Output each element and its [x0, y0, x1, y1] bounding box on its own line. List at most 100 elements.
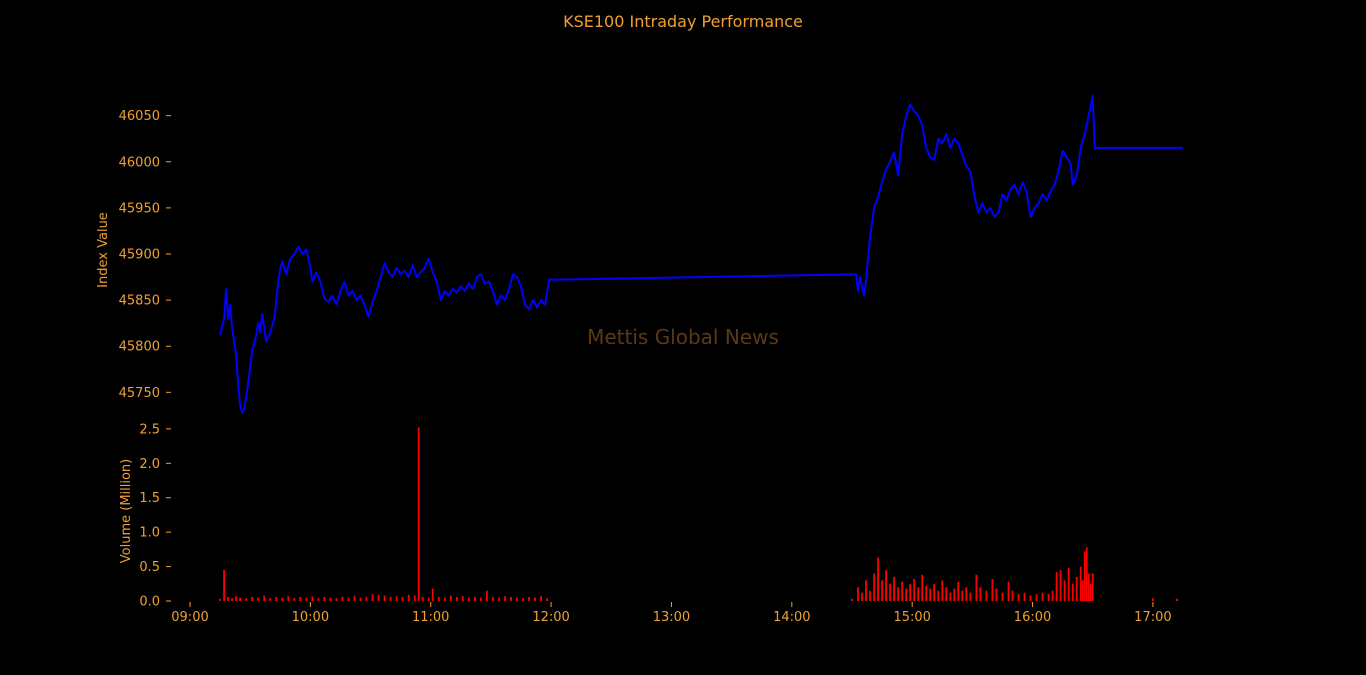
- volume-bar: [937, 590, 940, 601]
- volume-bar: [263, 595, 266, 601]
- volume-bar: [401, 596, 404, 601]
- volume-bar: [427, 597, 430, 601]
- volume-bar: [979, 587, 982, 601]
- index-y-tick-label: 45800: [119, 340, 160, 355]
- volume-bar: [877, 557, 879, 601]
- index-y-tick-label: 45900: [119, 248, 160, 263]
- volume-bar: [869, 590, 871, 601]
- x-tick-label: 12:00: [532, 610, 569, 625]
- index-y-tick-label: 45750: [119, 386, 160, 401]
- x-tick-label: 16:00: [1014, 610, 1051, 625]
- volume-bar: [231, 598, 233, 601]
- volume-bar: [522, 598, 524, 601]
- volume-bar: [492, 596, 494, 601]
- volume-bar: [885, 570, 887, 601]
- watermark: Mettis Global News: [587, 325, 779, 349]
- volume-y-tick-label: 0.5: [139, 560, 160, 575]
- volume-bar: [1059, 570, 1062, 601]
- volume-bars: [219, 427, 1178, 601]
- volume-bar: [227, 596, 229, 601]
- volume-bar: [245, 598, 248, 601]
- x-tick-label: 14:00: [773, 610, 810, 625]
- volume-bar: [389, 596, 392, 601]
- volume-bar: [417, 427, 420, 601]
- volume-panel: 0.0 0.5 1.0 1.5 2.0 2.5 Volume (Million): [119, 422, 1178, 610]
- volume-bar: [239, 597, 242, 601]
- volume-bar: [897, 587, 899, 601]
- volume-bar: [359, 597, 362, 601]
- volume-bar: [311, 596, 314, 601]
- volume-bar: [953, 588, 956, 601]
- volume-bar: [413, 595, 416, 601]
- volume-bar: [857, 587, 859, 601]
- x-tick-label: 10:00: [292, 610, 329, 625]
- volume-bar: [913, 579, 916, 601]
- volume-bar: [449, 595, 452, 601]
- volume-bar: [1017, 594, 1020, 601]
- volume-bar: [1075, 576, 1078, 601]
- volume-bar: [257, 597, 260, 601]
- x-tick-label: 15:00: [893, 610, 930, 625]
- volume-bar: [893, 576, 895, 601]
- volume-bar: [1152, 598, 1154, 601]
- volume-bar: [329, 597, 332, 601]
- index-panel: 45750 45800 45850 45900 45950 46000 46050 Inde…: [96, 94, 1183, 414]
- volume-bar: [1083, 551, 1086, 601]
- volume-bar: [909, 583, 912, 601]
- volume-bar: [905, 588, 908, 601]
- x-tick-label: 09:00: [171, 610, 208, 625]
- volume-bar: [540, 596, 542, 601]
- volume-y-tick-label: 1.0: [139, 526, 160, 541]
- volume-bar: [933, 583, 936, 601]
- volume-bar: [235, 596, 237, 601]
- volume-bar: [1063, 580, 1066, 601]
- volume-y-tick-label: 2.0: [139, 457, 160, 472]
- volume-bar: [395, 596, 398, 601]
- volume-bar: [1071, 583, 1074, 601]
- index-line: [219, 94, 1183, 414]
- volume-bar: [949, 592, 952, 601]
- volume-bar: [461, 596, 464, 601]
- volume-bar: [1035, 594, 1038, 601]
- volume-bar: [985, 590, 988, 601]
- volume-y-tick-label: 1.5: [139, 491, 160, 506]
- volume-bar: [881, 580, 883, 601]
- volume-bar: [516, 597, 518, 601]
- volume-bar: [1081, 580, 1084, 601]
- volume-bar: [269, 598, 272, 601]
- volume-bar: [1055, 572, 1058, 601]
- index-y-tick-label: 46050: [119, 109, 160, 124]
- volume-bar: [929, 588, 932, 601]
- volume-bar: [219, 598, 221, 601]
- volume-bar: [347, 597, 350, 601]
- volume-bar: [865, 580, 867, 601]
- volume-bar: [1011, 590, 1014, 601]
- volume-bar: [486, 590, 488, 601]
- volume-bar: [275, 596, 278, 601]
- volume-bar: [323, 596, 326, 601]
- volume-bar: [455, 596, 458, 601]
- volume-bar: [1023, 592, 1026, 601]
- index-y-tick-label: 45950: [119, 201, 160, 216]
- volume-bar: [1051, 590, 1054, 601]
- volume-bar: [377, 594, 380, 601]
- volume-bar: [1085, 547, 1088, 601]
- volume-bar: [851, 598, 853, 601]
- volume-y-tick-label: 0.0: [139, 595, 160, 610]
- volume-bar: [443, 597, 446, 601]
- volume-bar: [223, 570, 225, 601]
- volume-bar: [281, 597, 284, 601]
- volume-bar: [1089, 583, 1092, 601]
- volume-bar: [467, 597, 470, 601]
- volume-bar: [969, 592, 972, 601]
- volume-bar: [353, 595, 356, 601]
- volume-bar: [1047, 594, 1050, 601]
- volume-bar: [474, 596, 476, 601]
- volume-bar: [251, 596, 254, 601]
- volume-bar: [861, 592, 863, 601]
- volume-bar: [965, 587, 968, 601]
- volume-bar: [873, 573, 875, 601]
- x-tick-label: 17:00: [1134, 610, 1171, 625]
- volume-bar: [287, 596, 290, 601]
- volume-bar: [917, 587, 920, 601]
